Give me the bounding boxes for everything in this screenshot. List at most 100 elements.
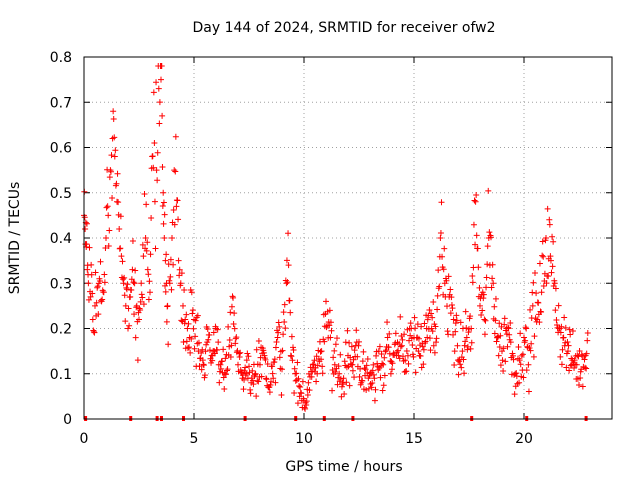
data-point bbox=[206, 331, 213, 338]
data-point bbox=[562, 324, 569, 331]
data-point bbox=[286, 297, 293, 304]
data-point bbox=[295, 375, 302, 382]
data-point bbox=[270, 375, 277, 382]
data-point bbox=[583, 365, 590, 372]
data-point bbox=[429, 328, 436, 335]
data-point bbox=[156, 120, 163, 127]
data-point bbox=[117, 213, 124, 220]
data-point bbox=[159, 112, 166, 119]
data-point bbox=[480, 295, 487, 302]
data-point bbox=[515, 344, 522, 351]
data-point bbox=[327, 319, 334, 326]
data-point bbox=[282, 325, 289, 332]
data-point bbox=[163, 318, 170, 325]
data-point bbox=[242, 364, 249, 371]
data-point bbox=[104, 203, 111, 210]
data-point bbox=[284, 279, 291, 286]
data-point bbox=[501, 321, 508, 328]
data-point bbox=[341, 358, 348, 365]
data-point bbox=[158, 63, 165, 70]
data-point bbox=[371, 375, 378, 382]
data-point bbox=[123, 284, 130, 291]
data-point bbox=[264, 360, 271, 367]
data-point bbox=[156, 99, 163, 106]
data-point bbox=[342, 339, 349, 346]
data-point bbox=[467, 313, 474, 320]
data-point bbox=[499, 357, 506, 364]
data-point bbox=[101, 271, 108, 278]
data-point bbox=[120, 280, 127, 287]
data-point bbox=[364, 355, 371, 362]
data-point bbox=[549, 263, 556, 270]
data-point bbox=[328, 327, 335, 334]
data-point bbox=[258, 373, 265, 380]
data-point bbox=[109, 195, 116, 202]
data-point bbox=[557, 353, 564, 360]
data-point bbox=[268, 378, 274, 385]
data-point bbox=[502, 358, 509, 365]
data-point bbox=[150, 164, 157, 171]
data-point bbox=[407, 320, 414, 327]
data-point bbox=[94, 283, 101, 290]
data-point bbox=[177, 282, 184, 289]
data-point bbox=[287, 352, 294, 359]
data-point bbox=[204, 326, 211, 333]
data-point bbox=[240, 386, 247, 393]
data-point bbox=[311, 357, 318, 364]
data-point bbox=[271, 358, 278, 365]
data-point bbox=[160, 189, 167, 196]
data-point bbox=[312, 368, 318, 375]
data-point bbox=[370, 361, 377, 368]
data-point bbox=[437, 235, 444, 241]
data-point bbox=[565, 342, 572, 349]
data-point bbox=[255, 337, 262, 344]
data-point bbox=[440, 266, 447, 273]
data-point bbox=[318, 356, 325, 363]
data-point bbox=[336, 370, 343, 377]
data-point bbox=[184, 345, 191, 352]
data-point bbox=[387, 370, 394, 377]
data-point bbox=[138, 291, 145, 298]
data-point bbox=[85, 280, 92, 287]
data-point bbox=[178, 317, 185, 324]
data-point bbox=[225, 323, 232, 330]
data-point bbox=[298, 390, 305, 397]
data-point bbox=[189, 310, 196, 317]
data-point bbox=[241, 376, 248, 383]
data-point bbox=[300, 395, 307, 402]
data-point bbox=[379, 387, 386, 394]
data-point bbox=[527, 306, 534, 313]
y-tick-label: 0.2 bbox=[50, 322, 72, 338]
data-point bbox=[424, 334, 431, 341]
data-point bbox=[448, 302, 455, 309]
x-tick-label: 0 bbox=[80, 431, 89, 447]
data-point bbox=[92, 302, 98, 309]
data-point bbox=[305, 379, 312, 386]
data-point bbox=[348, 361, 355, 368]
data-point bbox=[262, 356, 269, 363]
data-point bbox=[309, 368, 316, 375]
data-point bbox=[381, 372, 388, 379]
data-point bbox=[341, 390, 348, 397]
data-point bbox=[468, 339, 475, 346]
data-point bbox=[183, 338, 190, 345]
data-point bbox=[400, 358, 407, 365]
data-point bbox=[192, 333, 199, 340]
data-point bbox=[133, 302, 140, 309]
data-point bbox=[447, 286, 454, 293]
data-point bbox=[196, 363, 203, 370]
data-point bbox=[546, 221, 553, 228]
data-point bbox=[100, 289, 107, 296]
data-point bbox=[462, 308, 469, 315]
data-point bbox=[500, 368, 507, 375]
data-points bbox=[81, 63, 591, 412]
data-point bbox=[172, 168, 179, 175]
data-point bbox=[444, 303, 450, 310]
data-point bbox=[170, 206, 177, 213]
data-point bbox=[332, 368, 339, 375]
data-point bbox=[230, 320, 237, 327]
data-point bbox=[159, 202, 166, 209]
data-point bbox=[174, 197, 181, 204]
data-point bbox=[457, 319, 464, 326]
data-point bbox=[326, 322, 333, 329]
